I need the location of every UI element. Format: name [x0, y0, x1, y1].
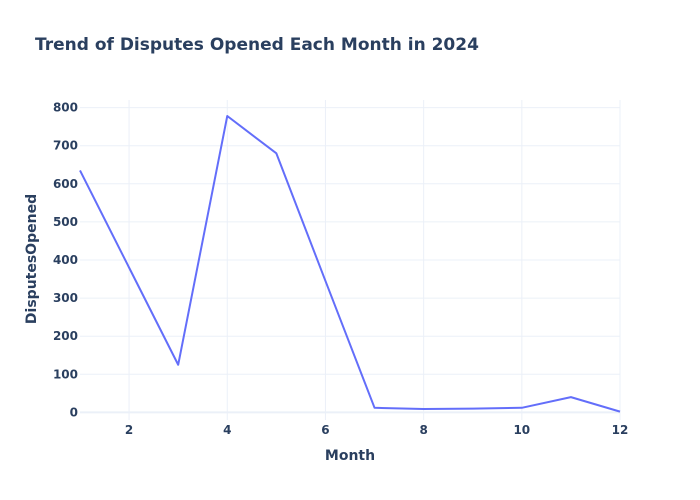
- series-group: [79, 115, 621, 413]
- x-tick-label: 6: [321, 423, 329, 437]
- chart-title: Trend of Disputes Opened Each Month in 2…: [35, 35, 479, 55]
- y-tick-label: 700: [53, 139, 78, 153]
- y-tick-label: 200: [53, 329, 78, 343]
- x-tick-label: 10: [513, 423, 530, 437]
- y-tick-label: 400: [53, 253, 78, 267]
- y-gridlines: [80, 107, 620, 414]
- x-tick-label: 12: [612, 423, 629, 437]
- y-tick-label: 0: [70, 405, 78, 419]
- y-tick-label: 300: [53, 291, 78, 305]
- y-tick-label: 600: [53, 177, 78, 191]
- y-tick-label: 100: [53, 367, 78, 381]
- x-axis-title: Month: [325, 448, 375, 464]
- x-gridlines: [128, 100, 621, 420]
- x-tick-label: 2: [125, 423, 133, 437]
- x-tick-label: 8: [419, 423, 427, 437]
- y-tick-label: 800: [53, 101, 78, 115]
- x-tick-labels: 2 4 6 8 10 12: [125, 423, 628, 437]
- series-line: [79, 115, 621, 413]
- y-axis-title: DisputesOpened: [24, 194, 40, 324]
- y-tick-labels: 0 100 200 300 400 500 600 700 800: [53, 101, 78, 420]
- y-tick-label: 500: [53, 215, 78, 229]
- x-tick-label: 4: [223, 423, 231, 437]
